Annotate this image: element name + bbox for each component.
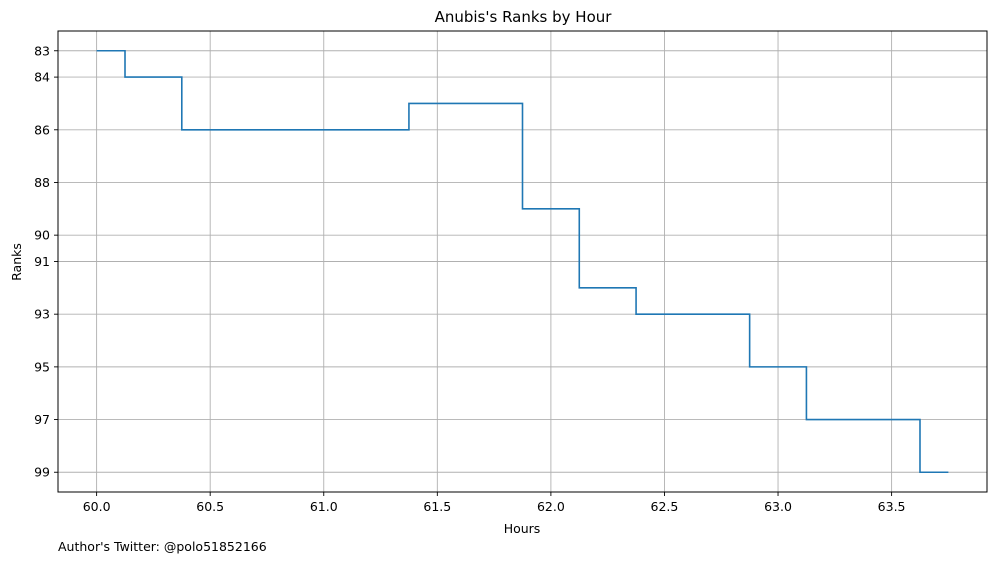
y-axis-label: Ranks [9,243,24,281]
y-tick-label: 83 [34,43,50,58]
y-tick-label: 93 [34,307,50,322]
y-tick-label: 97 [34,412,50,427]
series-layer [96,49,949,474]
ticks: 60.0 60.5 61.0 61.5 62.0 62.5 63.0 63.5 83 84 86 88… [34,43,905,514]
x-axis-label: Hours [504,521,541,536]
y-tick-label: 88 [34,175,50,190]
x-tick-label: 62.5 [651,499,679,514]
x-tick-label: 61.5 [423,499,451,514]
y-tick-label: 86 [34,122,50,137]
y-tick-label: 84 [34,70,50,85]
x-tick-label: 62.0 [537,499,565,514]
series-line [96,49,949,474]
footnote: Author's Twitter: @polo51852166 [58,539,267,554]
x-tick-label: 63.5 [878,499,906,514]
x-tick-label: 60.5 [196,499,224,514]
chart-title: Anubis's Ranks by Hour [435,8,613,26]
x-tick-label: 63.0 [764,499,792,514]
y-tick-label: 95 [34,359,50,374]
x-tick-label: 61.0 [310,499,338,514]
y-tick-label: 99 [34,465,50,480]
x-tick-label: 60.0 [83,499,111,514]
y-tick-label: 90 [34,228,50,243]
y-tick-label: 91 [34,254,50,269]
grid [58,31,987,492]
